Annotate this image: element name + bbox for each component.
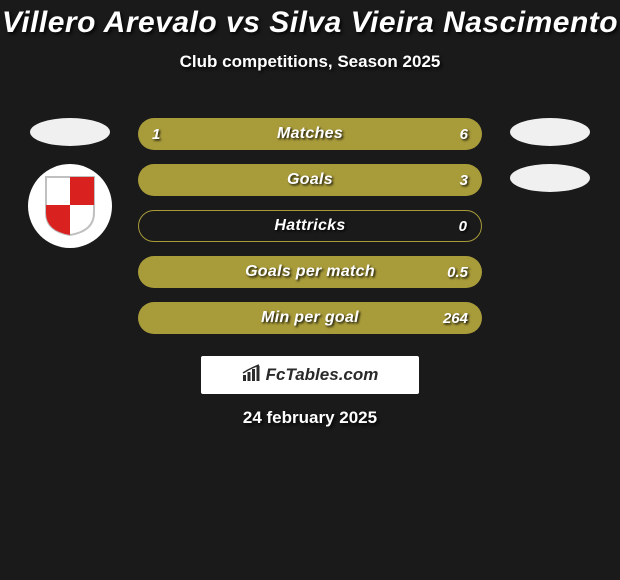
subtitle: Club competitions, Season 2025 [0,52,620,72]
player-avatar-placeholder [30,118,110,146]
stat-bar: Matches1 6 [138,118,482,150]
player-avatar-placeholder [510,118,590,146]
player-avatar-placeholder [510,164,590,192]
stat-bar: Goals per match0.5 [138,256,482,288]
stat-value-left: 1 [152,126,160,143]
stat-bars: Matches1 6 Goals3 Hattricks0 Goals per match… [138,118,482,348]
comparison-card: Villero Arevalo vs Silva Vieira Nascimen… [0,0,620,580]
stat-label: Hattricks [139,217,481,235]
shield-icon [44,175,96,237]
stat-bar: Goals3 [138,164,482,196]
stat-bar: Min per goal264 [138,302,482,334]
date-text: 24 february 2025 [0,408,620,428]
stat-value-right: 264 [443,310,468,327]
stat-value-right: 0.5 [447,264,468,281]
stat-label: Goals [138,171,482,189]
stat-value-right: 3 [460,172,468,189]
stat-label: Goals per match [138,263,482,281]
logo-text: FcTables.com [266,365,379,385]
stat-value-right: 6 [460,126,468,143]
right-player-column [500,118,600,210]
stat-value-right: 0 [459,218,467,235]
stat-bar: Hattricks0 [138,210,482,242]
stat-label: Matches [138,125,482,143]
stat-label: Min per goal [138,309,482,327]
chart-icon [242,364,262,387]
page-title: Villero Arevalo vs Silva Vieira Nascimen… [0,0,620,40]
club-badge [28,164,112,248]
site-logo: FcTables.com [201,356,419,394]
left-player-column [20,118,120,248]
